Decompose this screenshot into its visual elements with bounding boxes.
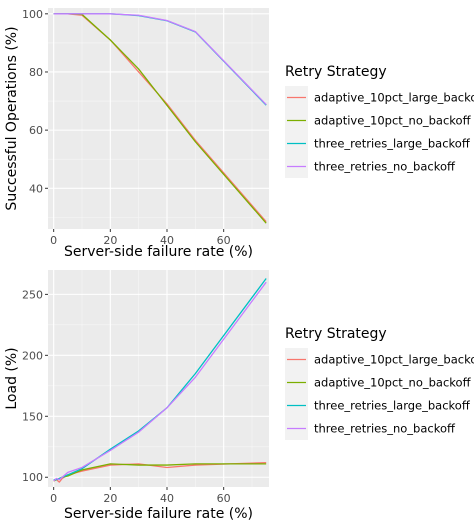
y-tick-label: 80 <box>29 66 43 79</box>
legend-label-adaptive_10pct_large_backoff: adaptive_10pct_large_backoff <box>314 353 474 367</box>
y-tick-label: 100 <box>22 8 43 21</box>
series-line-three_retries_no_backoff <box>53 281 267 482</box>
series-line-three_retries_no_backoff <box>53 13 267 105</box>
y-tick-label: 60 <box>29 124 43 137</box>
x-tick-label: 60 <box>217 234 231 247</box>
y-axis-title: Successful Operations (%) <box>4 26 20 210</box>
y-tick-label: 200 <box>22 349 43 362</box>
legend-title: Retry Strategy <box>285 326 387 342</box>
x-tick-label: 0 <box>50 234 57 247</box>
plot-background <box>48 8 269 229</box>
legend-label-three_retries_no_backoff: three_retries_no_backoff <box>314 160 456 174</box>
x-tick-label: 60 <box>217 492 231 505</box>
legend-label-three_retries_large_backoff: three_retries_large_backoff <box>314 137 471 151</box>
x-tick-label: 20 <box>103 492 117 505</box>
y-tick-label: 150 <box>22 410 43 423</box>
chart-panel-1: 0 20 40 60 40 60 80 100 Server-side failure rate… <box>4 8 474 260</box>
chart-panel-2: 0 20 40 60 100 150 200 250 Server-side failure r… <box>4 270 474 522</box>
y-tick-label: 250 <box>22 288 43 301</box>
series-line-adaptive_10pct_large_backoff <box>53 461 267 483</box>
x-axis-title: Server-side failure rate (%) <box>64 244 253 260</box>
legend-label-adaptive_10pct_large_backoff: adaptive_10pct_large_backoff <box>314 91 474 105</box>
legend-label-adaptive_10pct_no_backoff: adaptive_10pct_no_backoff <box>314 376 472 390</box>
y-tick-label: 40 <box>29 182 43 195</box>
legend-label-three_retries_large_backoff: three_retries_large_backoff <box>314 399 471 413</box>
x-axis-title: Server-side failure rate (%) <box>64 506 253 522</box>
x-tick-label: 20 <box>103 234 117 247</box>
legend-title: Retry Strategy <box>285 64 387 80</box>
x-tick-label: 40 <box>160 492 174 505</box>
y-axis-title: Load (%) <box>4 347 20 409</box>
legend-label-three_retries_no_backoff: three_retries_no_backoff <box>314 422 456 436</box>
legend: Retry Strategy adaptive_10pct_large_backo… <box>285 326 474 440</box>
legend-label-adaptive_10pct_no_backoff: adaptive_10pct_no_backoff <box>314 114 472 128</box>
x-tick-label: 40 <box>160 234 174 247</box>
x-tick-label: 0 <box>50 492 57 505</box>
plot-background <box>48 270 269 487</box>
legend: Retry Strategy adaptive_10pct_large_backo… <box>285 64 474 178</box>
y-tick-label: 100 <box>22 471 43 484</box>
